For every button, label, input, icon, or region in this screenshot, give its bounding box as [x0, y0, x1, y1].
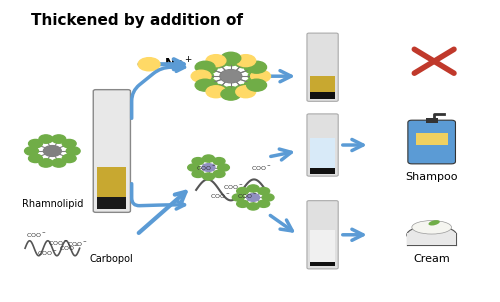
Circle shape: [44, 146, 62, 156]
Circle shape: [62, 154, 76, 162]
Text: COO$^-$: COO$^-$: [58, 244, 79, 252]
Bar: [426, 118, 438, 123]
FancyArrowPatch shape: [132, 63, 184, 118]
FancyBboxPatch shape: [94, 90, 130, 212]
Bar: [97, 197, 126, 209]
Circle shape: [247, 203, 259, 210]
Circle shape: [28, 154, 42, 162]
Text: COO$^-$: COO$^-$: [224, 183, 244, 191]
FancyBboxPatch shape: [307, 114, 338, 176]
Circle shape: [218, 164, 230, 171]
Circle shape: [198, 79, 217, 90]
Text: Na$^+$: Na$^+$: [164, 56, 193, 72]
Circle shape: [52, 135, 66, 143]
FancyBboxPatch shape: [307, 33, 338, 101]
Circle shape: [247, 185, 259, 192]
Bar: [310, 262, 334, 266]
Circle shape: [213, 158, 225, 165]
Ellipse shape: [407, 226, 457, 244]
Circle shape: [244, 62, 264, 74]
Text: Shampoo: Shampoo: [406, 172, 458, 182]
Bar: [310, 230, 334, 266]
Circle shape: [221, 52, 241, 64]
Circle shape: [236, 55, 256, 67]
FancyBboxPatch shape: [408, 120, 456, 164]
Circle shape: [246, 61, 266, 73]
Circle shape: [66, 147, 80, 155]
Circle shape: [208, 85, 227, 96]
Bar: [310, 138, 334, 174]
Text: COO$^-$: COO$^-$: [210, 192, 230, 200]
Ellipse shape: [428, 220, 440, 226]
Circle shape: [258, 188, 270, 195]
Circle shape: [234, 85, 255, 96]
Circle shape: [192, 170, 204, 178]
Circle shape: [232, 194, 244, 201]
Text: Thickened by addition of: Thickened by addition of: [30, 13, 242, 28]
Circle shape: [246, 194, 260, 201]
Circle shape: [258, 200, 270, 207]
Circle shape: [250, 70, 270, 82]
Circle shape: [62, 140, 76, 148]
Text: COO$^-$: COO$^-$: [66, 240, 87, 248]
Circle shape: [24, 147, 38, 155]
Circle shape: [221, 88, 241, 100]
Text: COO$^-$: COO$^-$: [238, 192, 258, 200]
Circle shape: [236, 86, 256, 98]
Circle shape: [208, 56, 227, 68]
Circle shape: [236, 200, 248, 207]
Circle shape: [188, 164, 200, 171]
Circle shape: [28, 140, 42, 148]
Circle shape: [191, 70, 211, 82]
Circle shape: [221, 70, 241, 82]
Circle shape: [206, 86, 226, 98]
Bar: [416, 133, 448, 145]
Ellipse shape: [412, 220, 452, 234]
Circle shape: [194, 70, 214, 82]
Text: Rhamnolipid: Rhamnolipid: [22, 199, 83, 209]
Circle shape: [195, 79, 215, 91]
Circle shape: [138, 58, 160, 71]
Bar: [310, 76, 334, 99]
Circle shape: [246, 79, 266, 91]
Circle shape: [221, 54, 241, 66]
Circle shape: [39, 135, 53, 143]
Text: COO$^-$: COO$^-$: [196, 164, 216, 172]
Circle shape: [202, 164, 215, 172]
Circle shape: [220, 70, 242, 83]
Circle shape: [195, 61, 215, 73]
Text: COO$^-$: COO$^-$: [251, 164, 272, 172]
FancyBboxPatch shape: [307, 201, 338, 269]
Circle shape: [39, 159, 53, 167]
Text: COO$^-$: COO$^-$: [36, 249, 57, 257]
Circle shape: [213, 170, 225, 178]
Circle shape: [198, 62, 217, 74]
Text: COO$^-$: COO$^-$: [48, 239, 68, 247]
Circle shape: [202, 173, 214, 180]
Circle shape: [202, 155, 214, 162]
Circle shape: [262, 194, 274, 201]
Bar: [310, 168, 334, 174]
Circle shape: [244, 79, 264, 90]
Circle shape: [221, 87, 241, 99]
Circle shape: [192, 158, 204, 165]
Circle shape: [234, 56, 255, 68]
Text: Cream: Cream: [414, 254, 450, 264]
Circle shape: [236, 188, 248, 195]
Bar: [310, 92, 334, 99]
Text: COO$^-$: COO$^-$: [26, 231, 46, 239]
Bar: [97, 167, 126, 209]
Bar: [407, 233, 457, 245]
FancyArrowPatch shape: [132, 184, 184, 209]
Circle shape: [248, 70, 268, 82]
Circle shape: [206, 55, 226, 67]
Circle shape: [52, 159, 66, 167]
Text: Carbopol: Carbopol: [90, 254, 134, 264]
